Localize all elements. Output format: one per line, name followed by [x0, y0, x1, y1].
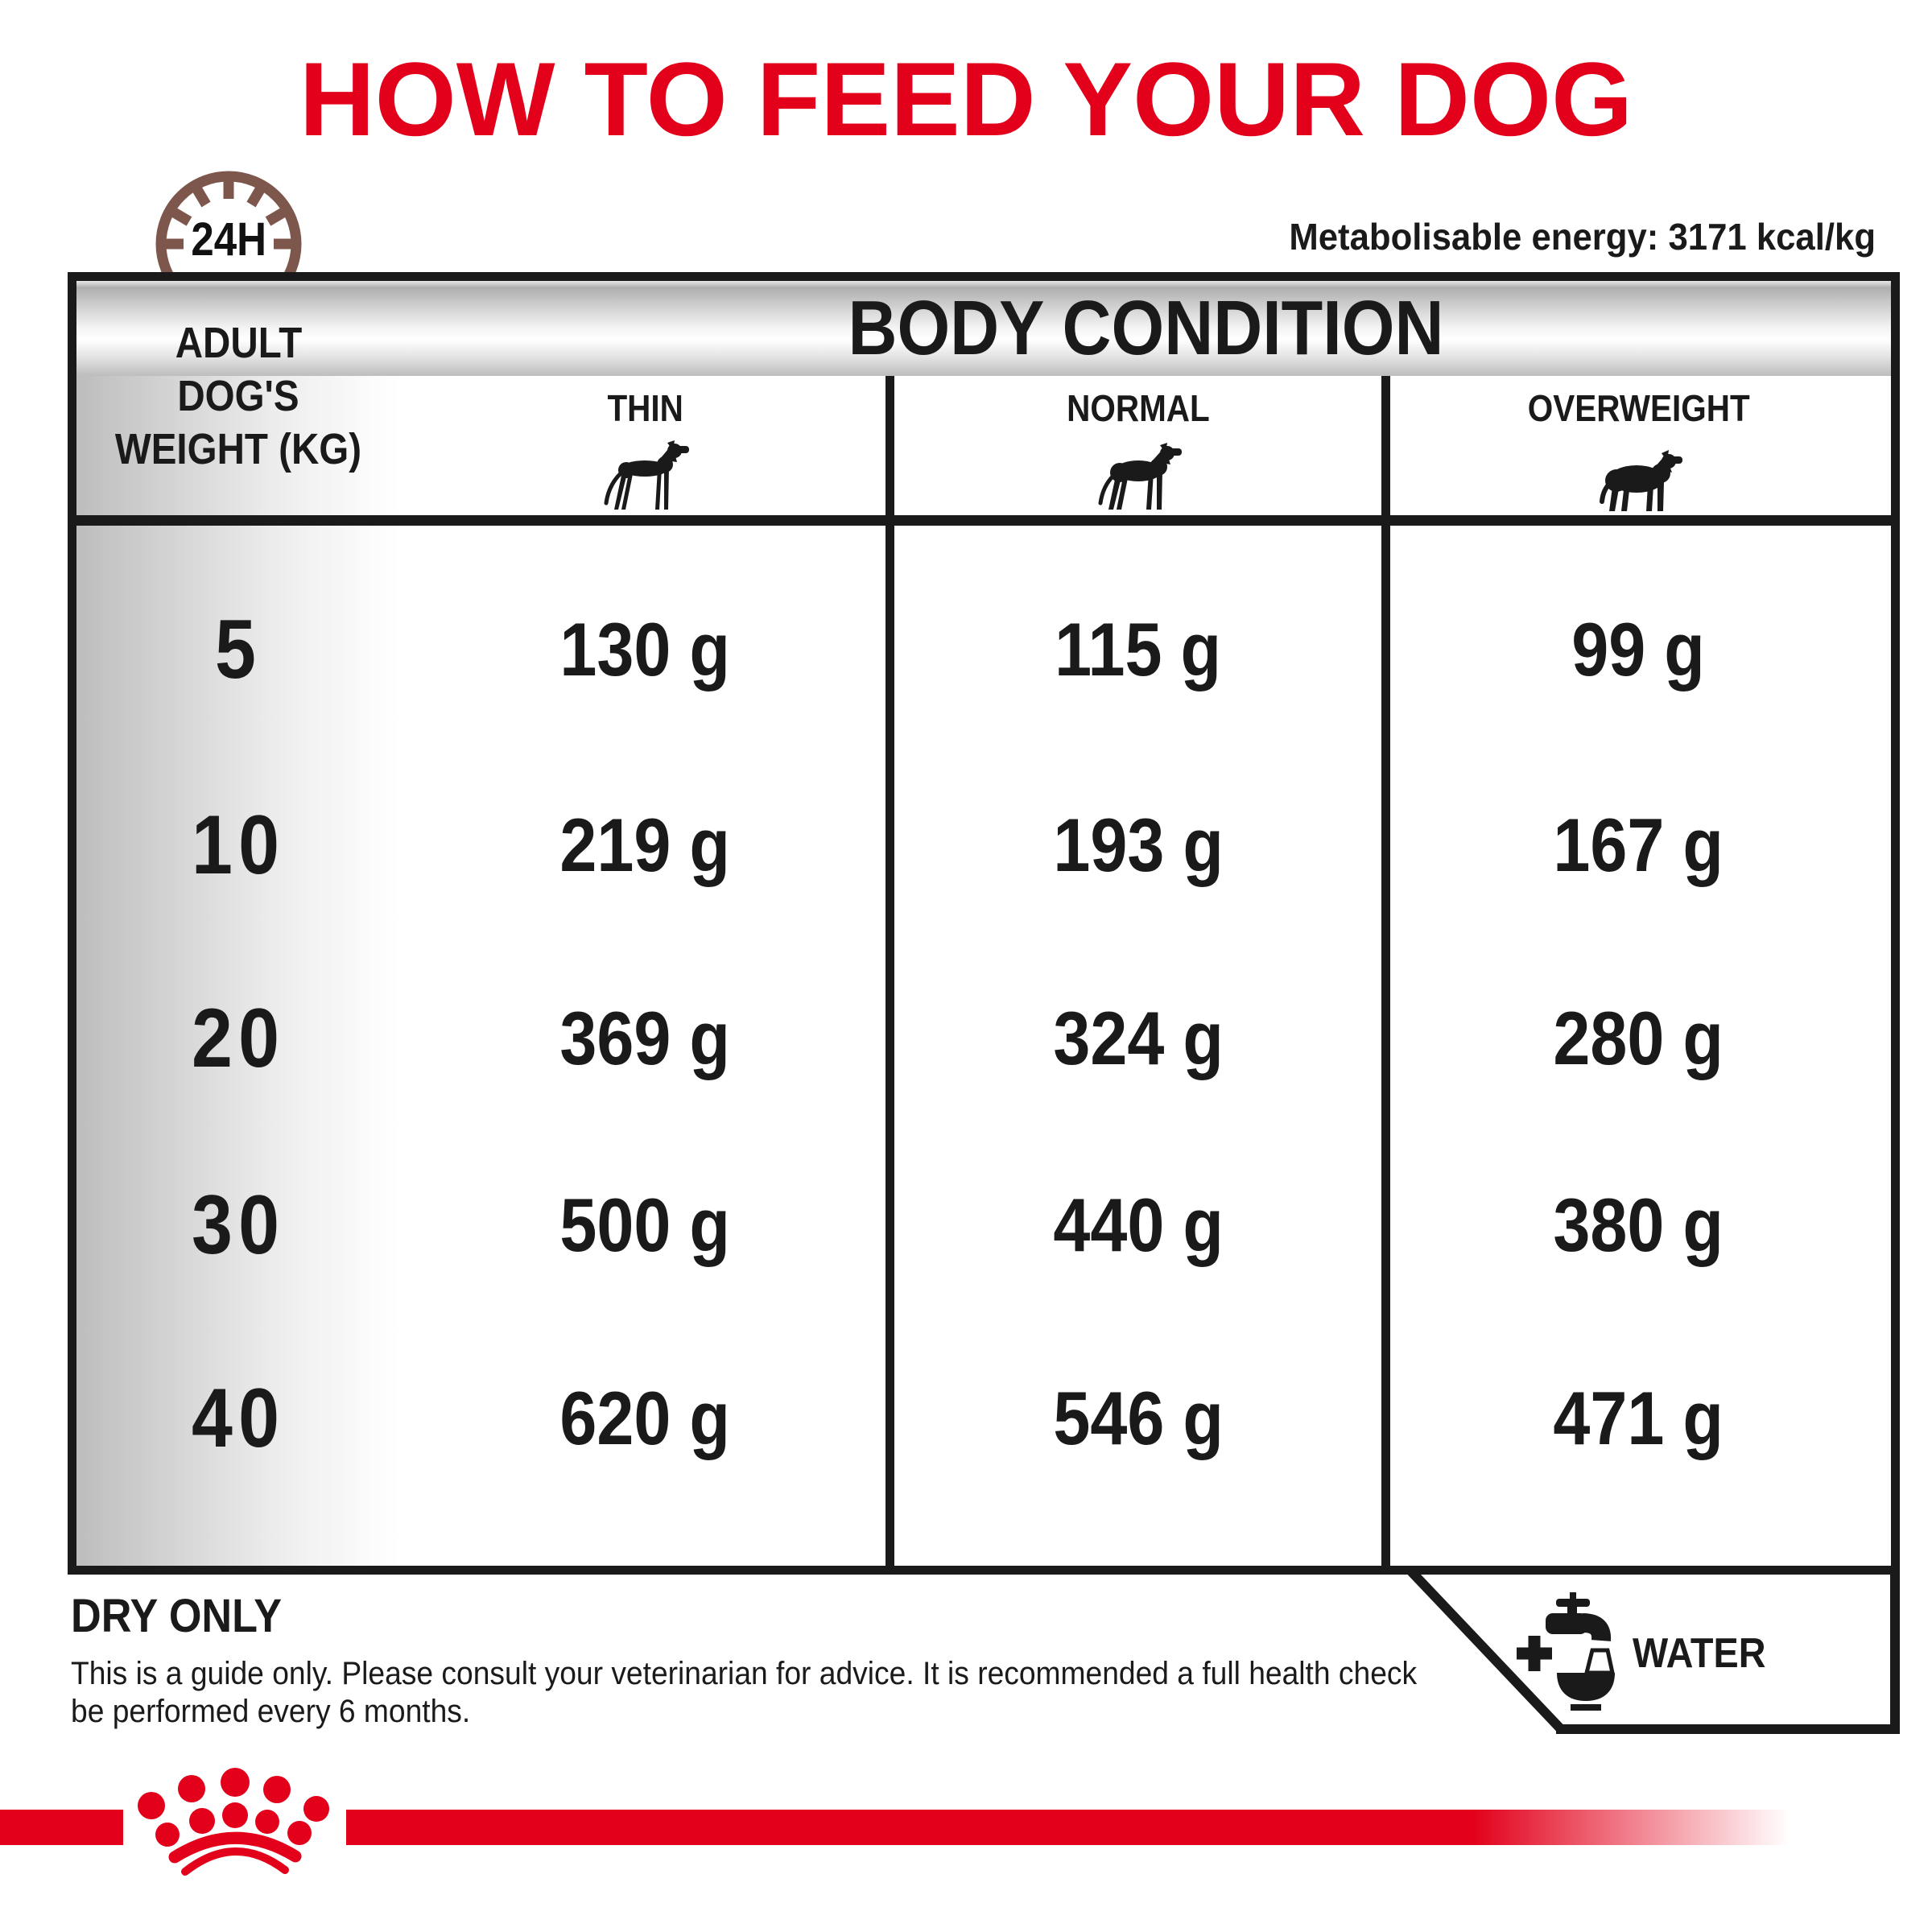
brand-bar-right — [346, 1810, 1932, 1845]
serving-cell-normal: 193 g — [1053, 803, 1224, 887]
serving-cell-normal: 546 g — [1053, 1376, 1224, 1460]
dog-normal-icon — [1098, 443, 1182, 510]
table-row: 20 369 g 324 g 280 g — [76, 986, 1891, 1091]
page-title: HOW TO FEED YOUR DOG — [299, 40, 1633, 158]
column-label-normal: NORMAL — [1067, 387, 1210, 429]
body-condition-title: BODY CONDITION — [847, 285, 1444, 371]
serving-cell-overweight: 99 g — [1571, 607, 1706, 691]
table-row: 10 219 g 193 g 167 g — [76, 793, 1891, 898]
faucet-bowl-icon — [1546, 1592, 1616, 1711]
weight-column-background — [76, 376, 400, 1566]
serving-cell-overweight: 380 g — [1553, 1183, 1724, 1267]
column-divider — [1381, 376, 1390, 1566]
weight-cell: 10 — [191, 798, 286, 892]
brand-bar-left — [0, 1810, 123, 1845]
column-label-thin: THIN — [607, 387, 683, 429]
table-row: 30 500 g 440 g 380 g — [76, 1173, 1891, 1278]
serving-cell-thin: 130 g — [559, 607, 731, 691]
serving-cell-overweight: 167 g — [1553, 803, 1724, 887]
serving-cell-normal: 324 g — [1053, 996, 1224, 1080]
serving-cell-normal: 115 g — [1055, 607, 1222, 691]
weight-cell: 40 — [191, 1371, 286, 1465]
paw-crown-logo — [138, 1768, 329, 1876]
column-label-overweight: OVERWEIGHT — [1527, 387, 1750, 429]
serving-cell-normal: 440 g — [1053, 1183, 1224, 1267]
plus-icon — [1517, 1636, 1552, 1671]
clock-24h-icon — [155, 171, 303, 273]
energy-note: Metabolisable energy: 3171 kcal/kg — [1289, 216, 1876, 258]
table-header-band — [76, 281, 1891, 376]
serving-cell-thin: 369 g — [559, 996, 731, 1080]
serving-cell-overweight: 471 g — [1553, 1376, 1724, 1460]
weight-cell: 5 — [214, 602, 262, 696]
table-row: 5 130 g 115 g 99 g — [76, 597, 1891, 702]
serving-cell-thin: 500 g — [559, 1183, 731, 1267]
weight-cell: 30 — [191, 1178, 286, 1272]
dog-thin-icon — [604, 440, 689, 510]
column-divider — [886, 376, 894, 1566]
weight-column-header: ADULT DOG'S WEIGHT (KG) — [114, 319, 362, 473]
header-separator-line — [76, 515, 1891, 526]
weight-cell: 20 — [191, 991, 286, 1085]
table-row: 40 620 g 546 g 471 g — [76, 1366, 1891, 1471]
clock-24h-label: 24H — [191, 213, 266, 266]
water-label: WATER — [1633, 1630, 1766, 1677]
disclaimer-text: This is a guide only. Please consult you… — [71, 1656, 1418, 1729]
feeding-table: BODY CONDITION ADULT DOG'S WEIGHT (KG) T… — [68, 272, 1900, 1575]
dry-only-label: DRY ONLY — [71, 1590, 283, 1642]
serving-cell-thin: 219 g — [559, 803, 731, 887]
serving-cell-overweight: 280 g — [1553, 996, 1724, 1080]
dog-overweight-icon — [1600, 450, 1682, 511]
serving-cell-thin: 620 g — [559, 1376, 731, 1460]
water-notch-panel — [1407, 1570, 1900, 1734]
